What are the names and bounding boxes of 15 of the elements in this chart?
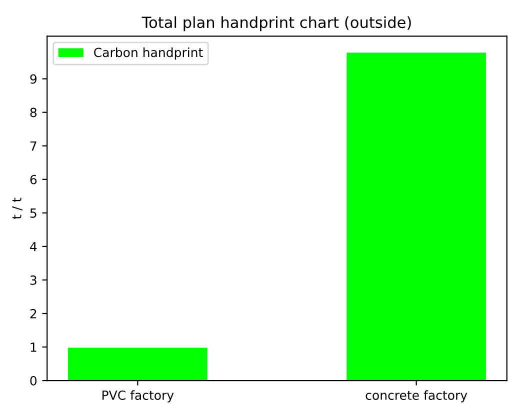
y-tick-label: 0 [30, 376, 37, 386]
y-tick-label: 2 [30, 308, 36, 318]
y-tick-label: 8 [30, 108, 37, 118]
y-tick-label: 7 [30, 141, 36, 151]
y-tick-label: 3 [30, 275, 36, 285]
y-tick-label: 5 [30, 208, 36, 218]
x-tick-label: concrete factory [366, 390, 468, 402]
x-tick-label: PVC factory [102, 390, 174, 402]
chart-title: Total plan handprint chart (outside) [142, 16, 411, 32]
y-axis-title: t / t [12, 198, 22, 220]
y-tick-label: 4 [30, 242, 37, 252]
legend-label: Carbon handprint [94, 47, 203, 60]
y-tick-label: 6 [30, 174, 37, 184]
y-tick-label: 9 [30, 74, 37, 84]
y-tick-label: 1 [30, 342, 36, 352]
